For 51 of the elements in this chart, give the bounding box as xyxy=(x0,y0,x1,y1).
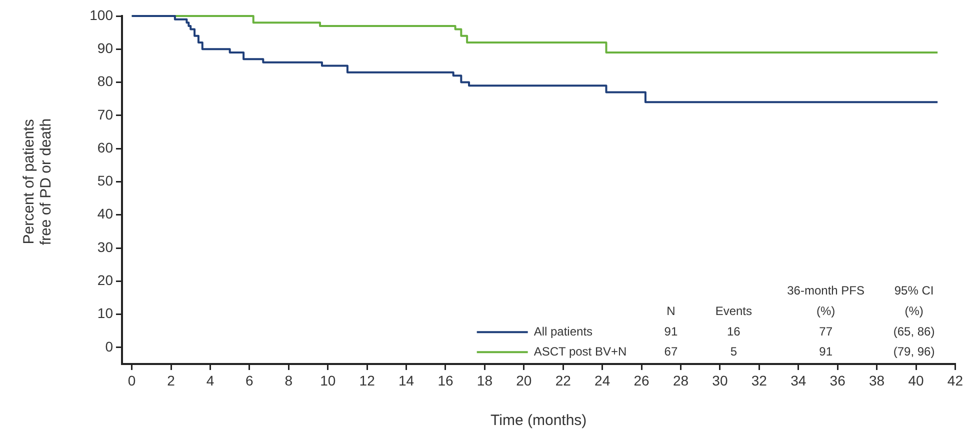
annotation: N xyxy=(666,304,676,318)
x-tick-label: 4 xyxy=(206,372,214,388)
x-tick-label: 14 xyxy=(398,372,414,388)
x-tick-label: 32 xyxy=(751,372,768,388)
annotation: 5 xyxy=(730,344,738,358)
annotation: 91 xyxy=(819,344,833,358)
y-tick-label: 70 xyxy=(97,106,114,122)
annotation: (79, 96) xyxy=(893,344,935,358)
annotation: (%) xyxy=(904,304,924,318)
annotation: 95% CI xyxy=(894,283,934,298)
x-tick-label: 30 xyxy=(712,372,728,388)
x-tick-label: 22 xyxy=(555,372,572,388)
x-tick-label: 10 xyxy=(320,372,336,388)
y-tick-label: 10 xyxy=(97,305,114,322)
legend-label: ASCT post BV+N xyxy=(534,344,627,358)
annotation: 91 xyxy=(664,324,678,338)
x-tick-label: 24 xyxy=(594,372,610,388)
x-tick-label: 2 xyxy=(167,372,176,388)
annotation: 67 xyxy=(664,344,678,358)
x-tick-label: 34 xyxy=(790,372,806,388)
x-tick-label: 16 xyxy=(438,372,454,388)
x-tick-label: 12 xyxy=(359,372,376,388)
x-tick-label: 6 xyxy=(246,372,254,388)
legend-label: All patients xyxy=(534,324,593,338)
x-tick-label: 8 xyxy=(284,372,293,388)
annotation: 16 xyxy=(726,324,741,338)
annotation: 36-month PFS xyxy=(787,283,865,298)
y-tick-label: 60 xyxy=(97,139,114,156)
x-tick-label: 40 xyxy=(908,372,924,388)
annotation: 77 xyxy=(819,324,833,338)
y-tick-label: 80 xyxy=(97,73,114,90)
x-tick-label: 42 xyxy=(947,372,964,388)
annotation: Events xyxy=(715,304,752,318)
y-tick-label: 30 xyxy=(97,238,114,255)
annotation: (65, 86) xyxy=(893,324,935,338)
x-tick-label: 28 xyxy=(672,372,689,388)
y-tick-label: 100 xyxy=(90,6,114,23)
x-tick-label: 36 xyxy=(830,372,846,388)
x-tick-label: 18 xyxy=(476,372,493,388)
x-tick-label: 26 xyxy=(634,372,650,388)
x-tick-label: 20 xyxy=(516,372,532,388)
annotation: (%) xyxy=(816,304,836,318)
y-tick-label: 50 xyxy=(97,172,114,189)
y-axis-title: Percent of patients free of PD or death xyxy=(20,118,55,246)
y-tick-label: 90 xyxy=(97,40,114,56)
y-tick-label: 20 xyxy=(97,272,114,288)
x-tick-label: 0 xyxy=(128,372,136,388)
x-tick-label: 38 xyxy=(869,372,885,388)
y-tick-label: 0 xyxy=(105,338,114,354)
x-axis-title: Time (months) xyxy=(490,412,587,430)
y-tick-label: 40 xyxy=(97,206,114,222)
